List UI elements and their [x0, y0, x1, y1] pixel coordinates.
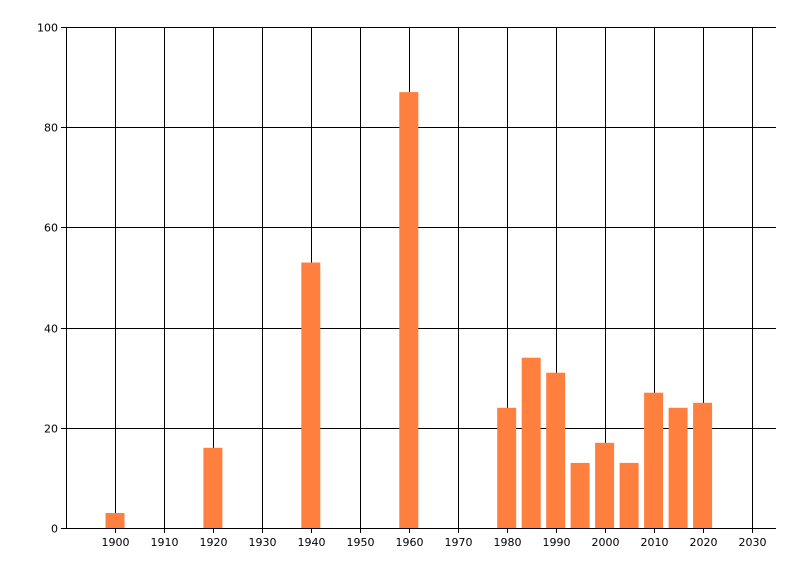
y-tick-label: 60	[44, 222, 58, 235]
y-tick-label: 20	[44, 423, 58, 436]
bar	[668, 407, 688, 528]
bar	[521, 357, 541, 528]
y-tick-label: 40	[44, 323, 58, 336]
x-tick-label: 1930	[249, 536, 277, 549]
y-axis-tick-labels: 0 20 40 60 80 100	[37, 22, 58, 536]
axes	[61, 27, 776, 533]
bar	[619, 462, 639, 528]
x-tick-label: 2030	[739, 536, 767, 549]
x-tick-label: 1940	[298, 536, 326, 549]
x-tick-label: 1920	[200, 536, 228, 549]
bar	[693, 402, 713, 529]
bar	[570, 462, 590, 528]
y-tick-label: 100	[37, 22, 58, 35]
x-tick-label: 1900	[102, 536, 130, 549]
bar	[301, 262, 321, 528]
x-tick-label: 2000	[592, 536, 620, 549]
y-tick-label: 0	[51, 523, 58, 536]
x-tick-label: 2010	[641, 536, 669, 549]
bar	[497, 407, 517, 528]
x-tick-label: 1970	[445, 536, 473, 549]
x-tick-label: 2020	[690, 536, 718, 549]
x-tick-label: 1980	[494, 536, 522, 549]
x-tick-label: 1990	[543, 536, 571, 549]
bars	[105, 92, 713, 529]
bar	[203, 447, 223, 528]
x-tick-label: 1910	[151, 536, 179, 549]
bar	[595, 442, 615, 528]
bar	[546, 372, 566, 528]
x-tick-label: 1950	[347, 536, 375, 549]
x-axis-tick-labels: 1900 1910 1920 1930 1940 1950 1960 1970 1980 1990…	[102, 536, 767, 549]
y-tick-label: 80	[44, 122, 58, 135]
bar	[399, 92, 419, 528]
bar	[644, 392, 664, 528]
x-tick-label: 1960	[396, 536, 424, 549]
bar	[105, 513, 125, 528]
